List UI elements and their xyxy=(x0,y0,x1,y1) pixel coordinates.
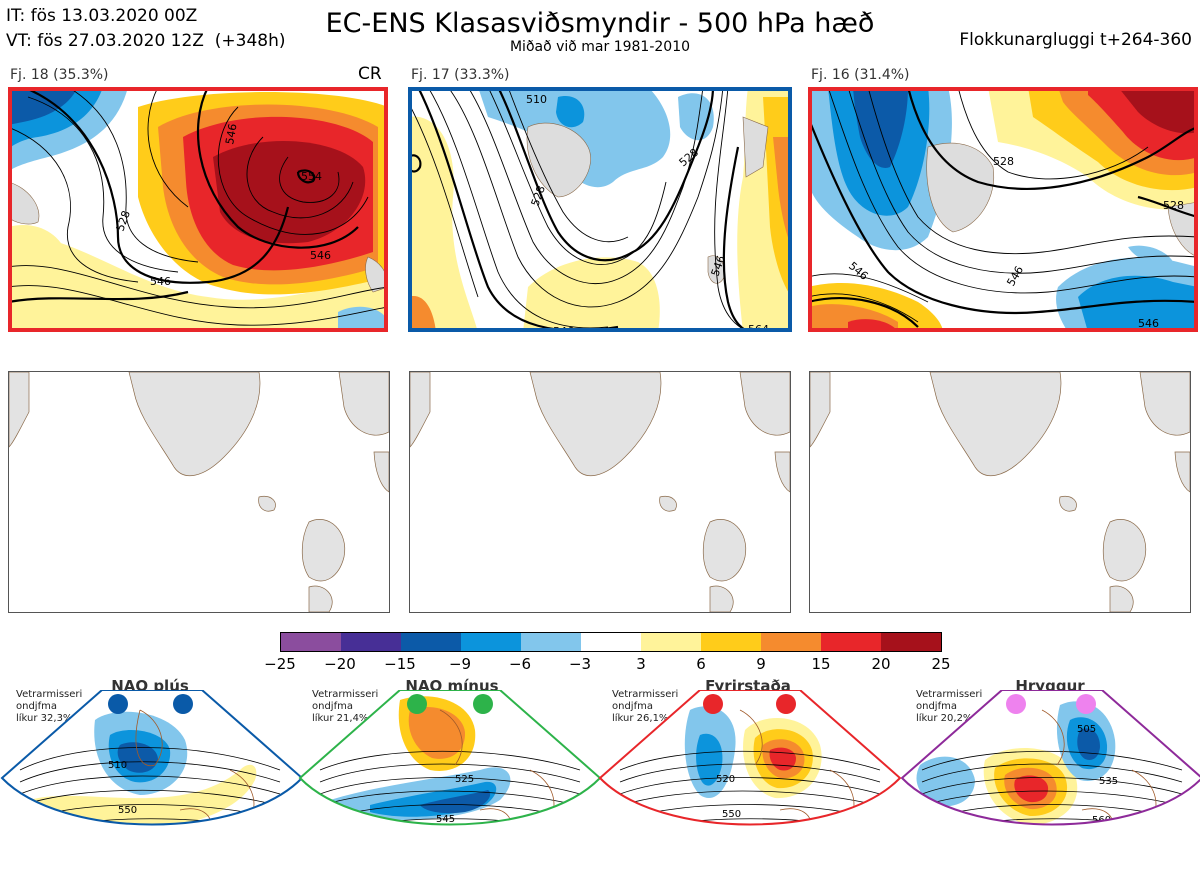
colorbar-tick: 25 xyxy=(931,655,951,673)
regime-map-ridge: 505 535 560 xyxy=(902,690,1200,826)
contour-label: 545 xyxy=(436,814,455,825)
regime-marker xyxy=(1076,694,1096,714)
contour-label: 505 xyxy=(1077,724,1096,735)
colorbar-swatch xyxy=(701,633,761,651)
colorbar-tick: −3 xyxy=(568,655,592,673)
lower-map-2 xyxy=(409,371,791,613)
colorbar-swatch xyxy=(341,633,401,651)
regime-map-nao-plus: 510 550 xyxy=(2,690,302,825)
contour-label: 546 xyxy=(223,123,239,146)
colorbar xyxy=(280,632,942,652)
colorbar-tick: 9 xyxy=(756,655,766,673)
cluster-tag-cr: CR xyxy=(358,64,382,84)
regime-marker xyxy=(108,694,128,714)
colorbar-tick: 6 xyxy=(696,655,706,673)
classification-window: Flokkunargluggi t+264-360 xyxy=(959,30,1192,50)
contour-label: 528 xyxy=(1163,199,1184,212)
page-title: EC-ENS Klasasviðsmyndir - 500 hPa hæð xyxy=(325,8,875,39)
contour-label: 564 xyxy=(748,323,769,332)
contour-label: 546 xyxy=(150,275,171,288)
contour-label: 550 xyxy=(118,805,137,816)
colorbar-tick: −20 xyxy=(324,655,356,673)
regime-map-blocking: 520 550 560 xyxy=(600,690,900,844)
page-subtitle: Miðað við mar 1981-2010 xyxy=(509,39,691,55)
cluster-map-1: 528 546 546 554 546 xyxy=(8,87,388,332)
contour-label: 510 xyxy=(108,760,127,771)
colorbar-tick: 3 xyxy=(636,655,646,673)
regime-note-nao-plus: Vetrarmisseri ondjfma líkur 32,3% xyxy=(16,689,83,724)
colorbar-swatch xyxy=(461,633,521,651)
lower-map-1 xyxy=(8,371,390,613)
regime-marker xyxy=(473,694,493,714)
contour-label: 535 xyxy=(1099,776,1118,787)
colorbar-tick: −25 xyxy=(264,655,296,673)
cluster-label-1: Fj. 18 (35.3%) xyxy=(10,67,109,83)
regime-note-nao-minus: Vetrarmisseri ondjfma líkur 21,4% xyxy=(312,689,379,724)
contour-label: 546 xyxy=(1138,317,1159,330)
regime-marker xyxy=(173,694,193,714)
regime-note-ridge: Vetrarmisseri ondjfma líkur 20,2% xyxy=(916,689,983,724)
regime-map-nao-minus: 525 545 565 xyxy=(300,690,600,861)
initial-time: IT: fös 13.03.2020 00Z xyxy=(6,6,198,26)
lower-map-3 xyxy=(809,371,1191,613)
regime-marker xyxy=(407,694,427,714)
colorbar-swatch xyxy=(521,633,581,651)
contour-label: 520 xyxy=(716,774,735,785)
contour-label: 550 xyxy=(722,809,741,820)
colorbar-tick: 20 xyxy=(871,655,891,673)
colorbar-swatch xyxy=(881,633,941,651)
valid-time: VT: fös 27.03.2020 12Z (+348h) xyxy=(6,31,286,51)
colorbar-swatch xyxy=(281,633,341,651)
colorbar-swatch xyxy=(581,633,641,651)
colorbar-swatch xyxy=(641,633,701,651)
contour-label: 560 xyxy=(737,833,756,844)
contour-label: 546 xyxy=(310,249,331,262)
regime-maps: 510 550 525 545 565 xyxy=(0,690,1200,861)
regime-marker xyxy=(703,694,723,714)
contour-label: 565 xyxy=(447,850,466,861)
contour-label: 510 xyxy=(526,93,547,106)
cluster-label-3: Fj. 16 (31.4%) xyxy=(811,67,910,83)
colorbar-swatch xyxy=(401,633,461,651)
colorbar-tick: −15 xyxy=(384,655,416,673)
cluster-label-2: Fj. 17 (33.3%) xyxy=(411,67,510,83)
contour-label: 525 xyxy=(455,774,474,785)
regime-marker xyxy=(1006,694,1026,714)
colorbar-swatch xyxy=(761,633,821,651)
contour-label: 528 xyxy=(993,155,1014,168)
cluster-map-2: 510 528 528 546 546 564 xyxy=(408,87,792,332)
colorbar-tick: 15 xyxy=(811,655,831,673)
contour-label: 560 xyxy=(1092,815,1111,826)
colorbar-swatch xyxy=(821,633,881,651)
cluster-map-3: 528 528 546 546 546 xyxy=(808,87,1198,332)
regime-marker xyxy=(776,694,796,714)
colorbar-tick: −6 xyxy=(508,655,532,673)
regime-note-blocking: Vetrarmisseri ondjfma líkur 26,1% xyxy=(612,689,679,724)
header-info: IT: fös 13.03.2020 00Z VT: fös 27.03.2020… xyxy=(6,4,285,54)
colorbar-tick: −9 xyxy=(448,655,472,673)
contour-label: 554 xyxy=(301,170,322,183)
